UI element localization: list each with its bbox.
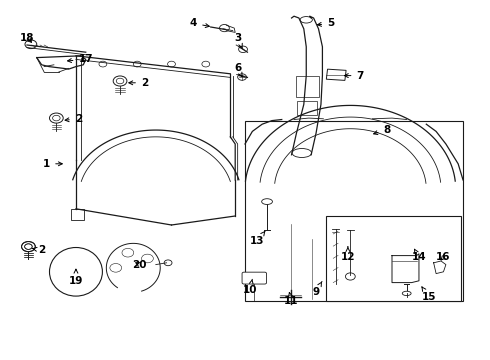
Ellipse shape: [292, 149, 312, 158]
Bar: [296, 76, 318, 97]
Text: 7: 7: [344, 71, 364, 81]
Text: 5: 5: [318, 18, 334, 28]
FancyBboxPatch shape: [242, 272, 267, 284]
Ellipse shape: [402, 291, 411, 296]
Bar: [326, 69, 346, 80]
Text: 2: 2: [129, 78, 148, 88]
Text: 19: 19: [69, 269, 83, 286]
Text: 17: 17: [68, 54, 93, 64]
Text: 11: 11: [284, 292, 299, 306]
Text: 4: 4: [190, 18, 209, 28]
Bar: [297, 101, 317, 115]
Ellipse shape: [262, 199, 272, 204]
Text: 12: 12: [341, 247, 355, 262]
Text: 3: 3: [234, 33, 243, 48]
Text: 1: 1: [43, 159, 62, 169]
Text: 8: 8: [374, 125, 391, 135]
Ellipse shape: [300, 17, 313, 23]
FancyBboxPatch shape: [71, 209, 84, 220]
Text: 6: 6: [234, 63, 242, 77]
Bar: [245, 121, 463, 301]
Text: 2: 2: [32, 245, 45, 255]
Bar: [326, 216, 461, 301]
Text: 20: 20: [132, 260, 147, 270]
Ellipse shape: [49, 248, 102, 296]
Text: 14: 14: [412, 249, 426, 262]
Text: 10: 10: [243, 279, 257, 295]
Text: 18: 18: [20, 33, 34, 43]
Text: 16: 16: [436, 252, 451, 262]
Text: 15: 15: [421, 287, 436, 302]
Text: 2: 2: [65, 114, 82, 124]
Text: 13: 13: [250, 231, 265, 246]
Text: 9: 9: [313, 282, 322, 297]
